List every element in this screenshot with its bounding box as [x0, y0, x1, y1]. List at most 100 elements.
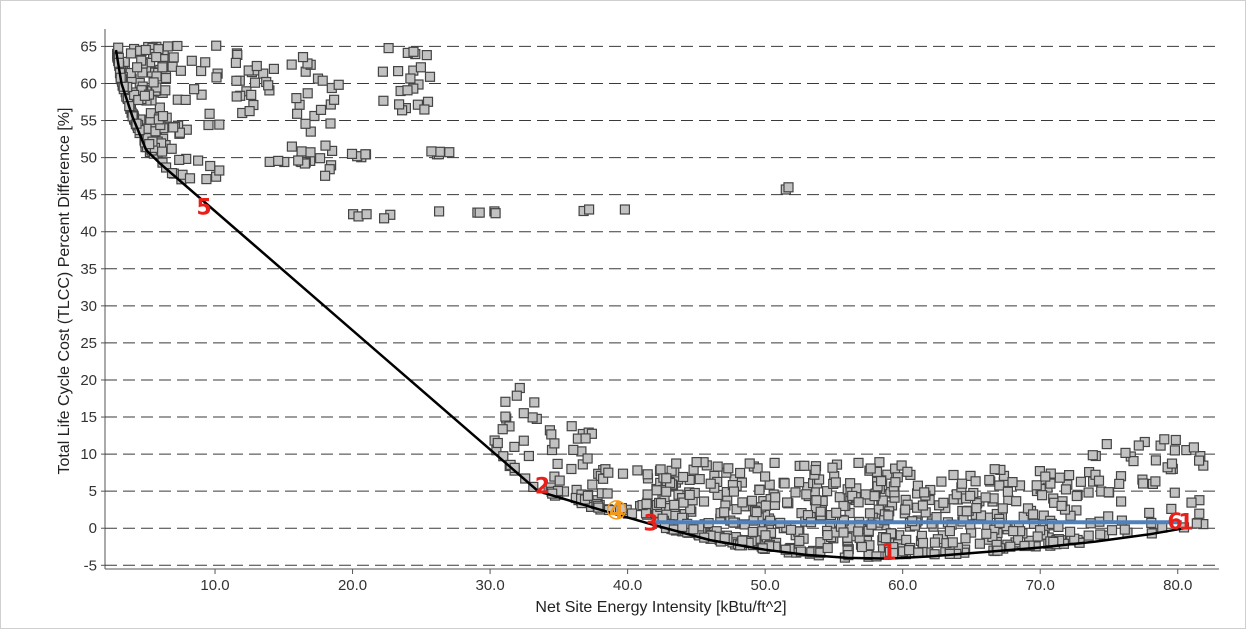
- scatter-point: [793, 477, 805, 488]
- scatter-point: [230, 57, 241, 69]
- scatter-point: [175, 65, 186, 76]
- scatter-point: [300, 118, 311, 129]
- scatter-point: [929, 549, 940, 560]
- scatter-point: [296, 146, 307, 157]
- scatter-point: [830, 477, 841, 488]
- scatter-point: [731, 504, 742, 515]
- scatter-point: [739, 519, 750, 530]
- scatter-point: [325, 118, 336, 129]
- scatter-point: [947, 537, 958, 548]
- y-tick-label: 60: [80, 75, 97, 92]
- scatter-point: [1083, 530, 1094, 541]
- scatter-point: [500, 396, 511, 407]
- scatter-point: [641, 498, 652, 510]
- marker-label-6: 6: [1167, 510, 1182, 535]
- scatter-point: [903, 544, 915, 556]
- x-tick-label: 80.0: [1163, 577, 1192, 594]
- y-tick-label: 10: [80, 446, 97, 463]
- scatter-point: [320, 170, 331, 181]
- scatter-point: [801, 489, 812, 500]
- scatter-point: [421, 49, 432, 61]
- marker-label-5: 5: [196, 196, 211, 221]
- scatter-point: [186, 55, 197, 66]
- scatter-point: [1137, 478, 1149, 489]
- scatter-point: [882, 469, 893, 480]
- scatter-point: [157, 146, 168, 157]
- scatter-point: [291, 92, 302, 104]
- scatter-point: [566, 421, 577, 432]
- scatter-point: [890, 477, 901, 488]
- scatter-point: [1120, 447, 1131, 458]
- scatter-point: [856, 541, 868, 553]
- scatter-point: [751, 507, 762, 518]
- scatter-point: [160, 85, 171, 96]
- scatter-point: [154, 102, 165, 113]
- scatter-point: [1114, 478, 1125, 489]
- scatter-point: [419, 104, 430, 115]
- y-tick-label: 25: [80, 335, 97, 352]
- y-tick-label: -5: [84, 557, 97, 574]
- scatter-point: [1133, 440, 1144, 451]
- scatter-point: [203, 119, 214, 131]
- scatter-point: [619, 204, 631, 215]
- scatter-point: [794, 535, 805, 547]
- scatter-point: [140, 44, 151, 56]
- scatter-point: [811, 495, 822, 506]
- y-tick-label: 45: [80, 187, 97, 204]
- scatter-point: [249, 77, 261, 88]
- scatter-point: [268, 63, 279, 75]
- y-tick-label: 5: [89, 483, 97, 500]
- scatter-point: [815, 506, 826, 517]
- y-tick-label: 40: [80, 224, 97, 241]
- pareto-front-layer: [114, 49, 1185, 560]
- scatter-point: [201, 174, 212, 185]
- scatter-point: [509, 441, 520, 452]
- marker-label-2: 2: [535, 474, 550, 499]
- scatter-point: [286, 141, 297, 152]
- scatter-point: [1087, 450, 1098, 461]
- scatter-point: [671, 458, 682, 469]
- scatter-point: [1038, 510, 1049, 521]
- scatter-point: [874, 457, 885, 468]
- scatter-point: [1034, 466, 1046, 477]
- scatter-point: [244, 105, 255, 117]
- scatter-point: [172, 40, 183, 52]
- scatter-point: [880, 533, 892, 544]
- scatter-point: [180, 94, 191, 106]
- scatter-point: [827, 462, 838, 473]
- scatter-point: [980, 492, 991, 503]
- x-tick-labels: 10.0 20.0 30.0 40.0 50.0 60.0 70.0 80.0: [200, 577, 1192, 594]
- scatter-point: [956, 478, 968, 489]
- scatter-point: [132, 62, 143, 73]
- scatter-point: [737, 497, 748, 508]
- scatter-point: [847, 490, 858, 501]
- scatter-point: [917, 500, 929, 511]
- scatter-point: [1166, 458, 1178, 469]
- scatter-point: [583, 204, 595, 215]
- scatter-point: [1169, 445, 1181, 456]
- scatter-point: [760, 530, 771, 541]
- scatter-point: [799, 460, 810, 471]
- scatter-point: [552, 458, 563, 469]
- scatter-point: [286, 59, 297, 70]
- scatter-point: [994, 480, 1005, 491]
- scatter-point: [1071, 505, 1082, 516]
- scatter-point: [231, 91, 242, 102]
- scatter-point: [760, 500, 771, 511]
- x-tick-label: 40.0: [613, 577, 642, 594]
- scatter-point: [1056, 500, 1067, 511]
- scatter-point: [694, 474, 705, 485]
- scatter-point: [168, 52, 179, 63]
- scatter-point: [1008, 525, 1019, 537]
- scatter-point: [1007, 477, 1018, 488]
- scatter-point: [162, 41, 173, 52]
- x-tick-label: 70.0: [1026, 577, 1055, 594]
- scatter-point: [305, 126, 316, 137]
- scatter-point: [754, 484, 765, 496]
- x-tick-label: 50.0: [751, 577, 780, 594]
- scatter-point: [1027, 509, 1039, 520]
- scatter-point: [554, 475, 565, 486]
- scatter-point: [511, 390, 522, 401]
- scatter-point: [174, 127, 185, 138]
